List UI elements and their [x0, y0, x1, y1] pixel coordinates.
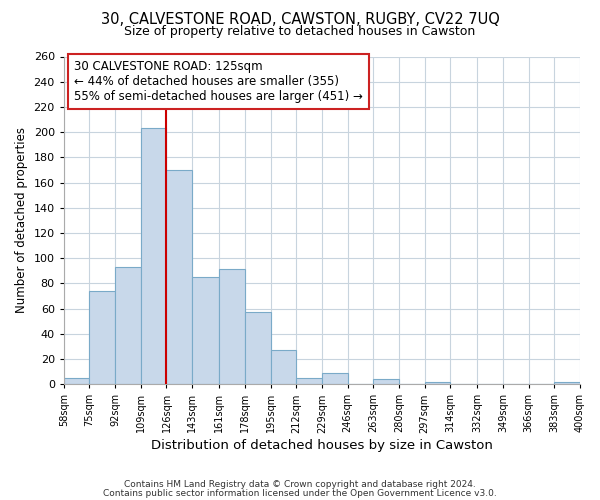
- Text: Contains HM Land Registry data © Crown copyright and database right 2024.: Contains HM Land Registry data © Crown c…: [124, 480, 476, 489]
- Bar: [271, 350, 296, 384]
- Bar: [166, 170, 192, 384]
- X-axis label: Distribution of detached houses by size in Cawston: Distribution of detached houses by size …: [151, 440, 493, 452]
- Y-axis label: Number of detached properties: Number of detached properties: [15, 128, 28, 314]
- Bar: [115, 267, 141, 384]
- Bar: [89, 291, 115, 384]
- Bar: [219, 270, 245, 384]
- Bar: [425, 382, 450, 384]
- Bar: [64, 378, 89, 384]
- Bar: [192, 277, 219, 384]
- Bar: [373, 379, 399, 384]
- Text: 30 CALVESTONE ROAD: 125sqm
← 44% of detached houses are smaller (355)
55% of sem: 30 CALVESTONE ROAD: 125sqm ← 44% of deta…: [74, 60, 363, 103]
- Text: Contains public sector information licensed under the Open Government Licence v3: Contains public sector information licen…: [103, 489, 497, 498]
- Bar: [296, 378, 322, 384]
- Bar: [245, 312, 271, 384]
- Bar: [322, 373, 347, 384]
- Text: 30, CALVESTONE ROAD, CAWSTON, RUGBY, CV22 7UQ: 30, CALVESTONE ROAD, CAWSTON, RUGBY, CV2…: [101, 12, 499, 28]
- Bar: [141, 128, 166, 384]
- Bar: [554, 382, 580, 384]
- Text: Size of property relative to detached houses in Cawston: Size of property relative to detached ho…: [124, 25, 476, 38]
